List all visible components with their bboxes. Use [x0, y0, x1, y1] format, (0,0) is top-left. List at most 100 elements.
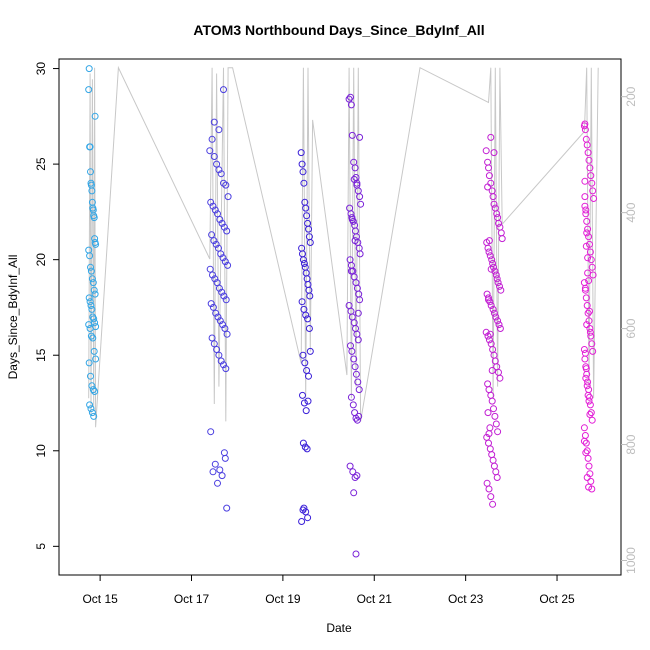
data-point-g1-19 [212, 240, 220, 248]
data-point-g0-15 [92, 240, 100, 248]
data-point-g5-57 [582, 365, 590, 373]
data-point-g5-9 [589, 187, 597, 195]
data-point-g1-15 [220, 223, 228, 231]
data-point-g0-33 [86, 325, 94, 332]
data-point-g4-57 [485, 439, 492, 447]
data-point-g0-41 [89, 386, 97, 394]
data-point-g1-47 [222, 365, 230, 373]
data-point-g1-28 [213, 279, 221, 287]
data-point-g2-26 [299, 351, 307, 359]
data-point-g3-56 [348, 216, 356, 223]
data-point-g1-54 [218, 472, 226, 480]
data-point-g0-1 [85, 65, 93, 73]
data-point-g4-9 [493, 210, 501, 218]
data-point-g2-1 [298, 160, 306, 168]
data-point-g2-3 [300, 179, 308, 187]
data-point-g2-21 [298, 298, 306, 306]
data-point-g5-65 [585, 483, 593, 491]
data-point-g3-35 [354, 336, 362, 344]
data-point-g0-7 [88, 187, 96, 195]
data-point-g1-53 [214, 479, 221, 487]
data-point-g0-32 [85, 321, 93, 329]
data-point-g4-49 [485, 386, 493, 394]
data-point-g4-37 [496, 325, 504, 332]
data-point-g4-4 [487, 179, 495, 187]
data-point-g4-46 [495, 368, 502, 376]
data-point-g4-52 [490, 405, 497, 413]
data-point-g1-22 [219, 254, 227, 262]
data-point-g0-43 [86, 401, 94, 409]
data-point-g3-48 [355, 412, 363, 420]
data-point-g2-8 [305, 225, 312, 233]
data-point-g2-2 [299, 168, 307, 176]
data-point-g4-14 [498, 235, 506, 243]
data-point-g5-25 [584, 309, 592, 317]
data-point-g5-3 [583, 141, 591, 149]
data-point-g0-17 [86, 252, 94, 260]
y-tick-label: 15 [34, 348, 48, 362]
data-point-g4-34 [492, 313, 500, 321]
data-point-g5-59 [584, 391, 592, 399]
data-point-g4-55 [494, 428, 502, 436]
data-point-g4-6 [489, 193, 497, 201]
data-point-g0-37 [92, 355, 100, 363]
data-point-g4-61 [490, 462, 498, 470]
data-point-g5-60 [585, 397, 593, 405]
data-point-g4-17 [485, 248, 493, 256]
data-point-g3-52 [353, 472, 361, 480]
data-point-g0-38 [85, 359, 93, 367]
y-axis-right: 200 400 600 800 1000 [621, 86, 638, 574]
y-tick-label: 10 [34, 444, 48, 458]
data-point-g4-29 [485, 294, 492, 302]
data-point-g2-28 [303, 367, 311, 374]
data-point-g1-23 [221, 258, 229, 266]
data-point-g5-64 [583, 474, 591, 481]
data-points [85, 65, 598, 558]
data-point-g1-46 [220, 361, 227, 369]
data-point-g4-67 [489, 500, 497, 508]
data-point-g2-0 [297, 149, 305, 157]
data-point-g1-5 [217, 170, 225, 178]
data-point-g2-24 [304, 315, 312, 323]
data-point-g0-21 [89, 279, 97, 287]
line-series [88, 65, 599, 428]
data-point-g1-40 [223, 330, 231, 338]
data-point-g4-75 [484, 409, 492, 417]
data-point-g4-0 [482, 147, 490, 155]
data-point-g3-17 [352, 233, 360, 241]
y-tick-label: 20 [34, 253, 48, 267]
data-point-g3-36 [347, 342, 354, 350]
data-point-g1-3 [213, 160, 221, 168]
data-point-g1-42 [210, 340, 218, 348]
data-point-g4-60 [489, 456, 497, 464]
data-point-g5-41 [581, 432, 589, 439]
x-tick-label: Oct 25 [539, 592, 575, 606]
data-point-g5-73 [581, 120, 589, 128]
data-point-g4-74 [488, 367, 496, 374]
data-point-g5-50 [582, 206, 590, 214]
data-point-g4-62 [492, 468, 500, 476]
data-point-g0-26 [87, 302, 95, 309]
data-point-g0-39 [87, 372, 94, 380]
data-point-g1-58 [220, 86, 227, 94]
data-point-g3-59 [350, 175, 358, 183]
data-point-g1-27 [211, 275, 219, 283]
data-point-g4-27 [497, 286, 505, 294]
data-point-g0-18 [87, 263, 94, 271]
data-point-g4-31 [487, 302, 495, 309]
data-point-g0-12 [90, 214, 98, 222]
data-point-g5-58 [583, 382, 591, 390]
data-point-g1-0 [206, 147, 214, 155]
data-point-g1-56 [210, 118, 218, 126]
data-point-g5-54 [586, 307, 593, 315]
data-point-g2-13 [299, 256, 307, 264]
right-y-tick-label: 400 [624, 202, 638, 222]
data-point-g1-9 [207, 198, 215, 206]
data-point-g4-36 [495, 321, 503, 329]
data-point-g5-56 [581, 349, 589, 357]
y-axis-label: Days_Since_BdyInf_All [6, 255, 20, 380]
data-point-g5-45 [585, 462, 593, 470]
data-point-g0-4 [87, 168, 94, 176]
data-point-g4-73 [486, 330, 494, 338]
data-point-g5-12 [582, 210, 590, 218]
